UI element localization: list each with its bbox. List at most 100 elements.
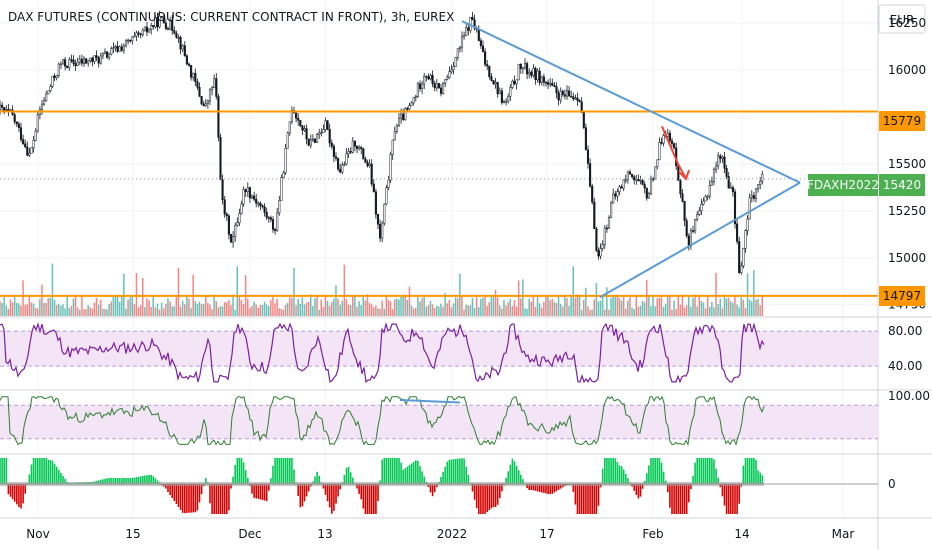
volume-bar (597, 301, 600, 316)
volume-bar (347, 304, 350, 316)
volume-bar (654, 306, 656, 316)
candle-body (698, 210, 701, 215)
candle-body (586, 149, 590, 164)
candle-body (452, 66, 455, 71)
candle-body (108, 53, 111, 58)
volume-bar (87, 305, 89, 316)
volume-bar (622, 295, 625, 316)
osc-bar (200, 484, 203, 495)
candle-body (530, 71, 533, 76)
volume-bar (425, 306, 427, 316)
volume-bar (538, 303, 541, 316)
price-tick-label: 15500 (888, 157, 926, 171)
osc-bar (759, 472, 761, 484)
osc-bar (171, 484, 173, 499)
volume-bar (152, 295, 154, 316)
candle-body (607, 217, 611, 229)
osc-bar (679, 484, 682, 514)
volume-bar (480, 298, 482, 316)
volume-bar (711, 302, 713, 316)
candle-body (43, 100, 46, 105)
volume-bar (362, 296, 364, 316)
candle-body (345, 153, 348, 165)
time-tick-label: 13 (317, 527, 332, 541)
volume-bar (66, 296, 68, 316)
volume-bar (247, 298, 249, 316)
volume-bar (62, 304, 64, 316)
candle-body (355, 146, 359, 149)
volume-bar (709, 306, 711, 316)
chart-title: DAX FUTURES (CONTINUOUS: CURRENT CONTRAC… (8, 10, 454, 24)
volume-bar (656, 298, 658, 316)
osc-bar (398, 458, 400, 484)
volume-bar (179, 306, 182, 316)
osc-bar (387, 458, 390, 484)
volume-bar (545, 294, 547, 316)
candle-body (460, 36, 464, 48)
candle-body (30, 147, 33, 154)
volume-bar (494, 289, 497, 316)
candle-body (502, 101, 506, 104)
candle-body (509, 87, 512, 97)
volume-bar (593, 299, 595, 316)
candle-body (274, 229, 277, 231)
candle-body (519, 63, 522, 69)
candle-body (145, 26, 149, 33)
osc-bar (614, 458, 617, 484)
volume-bar (564, 295, 566, 316)
candle-body (521, 67, 524, 69)
volume-bar (526, 309, 528, 316)
volume-bar (576, 294, 579, 316)
candle-body (47, 90, 50, 95)
candle-body (232, 236, 235, 243)
osc-bar (658, 458, 661, 484)
candle-body (181, 45, 184, 50)
osc-bar (142, 475, 144, 484)
osc-bar (572, 484, 575, 492)
volume-bar (421, 298, 423, 316)
candle-body (286, 132, 289, 149)
volume-bar (406, 299, 409, 316)
candle-body (404, 108, 407, 121)
osc-bar (18, 484, 20, 507)
candle-body (616, 191, 619, 197)
volume-bar (679, 304, 682, 316)
volume-bar (11, 302, 14, 316)
candle-body (225, 213, 228, 217)
osc-bar (625, 473, 627, 484)
volume-bar (370, 304, 373, 316)
volume-bar (736, 304, 738, 316)
osc-bar (646, 473, 648, 484)
osc-bar (377, 484, 379, 501)
osc-bar (184, 484, 186, 514)
volume-bar (173, 306, 175, 316)
rsi-panel: 80.00 40.00 (0, 321, 922, 384)
candle-body (696, 214, 699, 220)
osc-bar (316, 471, 318, 484)
volume-bar (131, 295, 133, 316)
candle-body (733, 191, 737, 225)
volume-bar (583, 299, 585, 316)
symbol-tag: FDAXH2022 (807, 174, 879, 196)
volume-bar (171, 306, 173, 316)
volume-bar (715, 272, 717, 316)
volume-bar (200, 303, 203, 316)
osc-bar (690, 484, 692, 490)
osc-bar (574, 484, 577, 505)
osc-bar (234, 464, 236, 484)
volume-bar (635, 294, 637, 316)
currency-badge[interactable] (878, 4, 926, 34)
osc-bar (148, 475, 150, 484)
candle-body (295, 112, 298, 119)
volume-bar (28, 295, 31, 316)
candle-body (337, 158, 340, 170)
candle-body (351, 140, 354, 153)
volume-bar (301, 297, 304, 316)
rsi-tick-label: 40.00 (888, 359, 922, 373)
volume-bar (696, 306, 698, 316)
volume-bar (408, 286, 411, 316)
osc-bar (583, 484, 585, 514)
osc-bar (667, 484, 669, 493)
volume-bar (700, 301, 703, 316)
osc-bar (286, 458, 289, 484)
